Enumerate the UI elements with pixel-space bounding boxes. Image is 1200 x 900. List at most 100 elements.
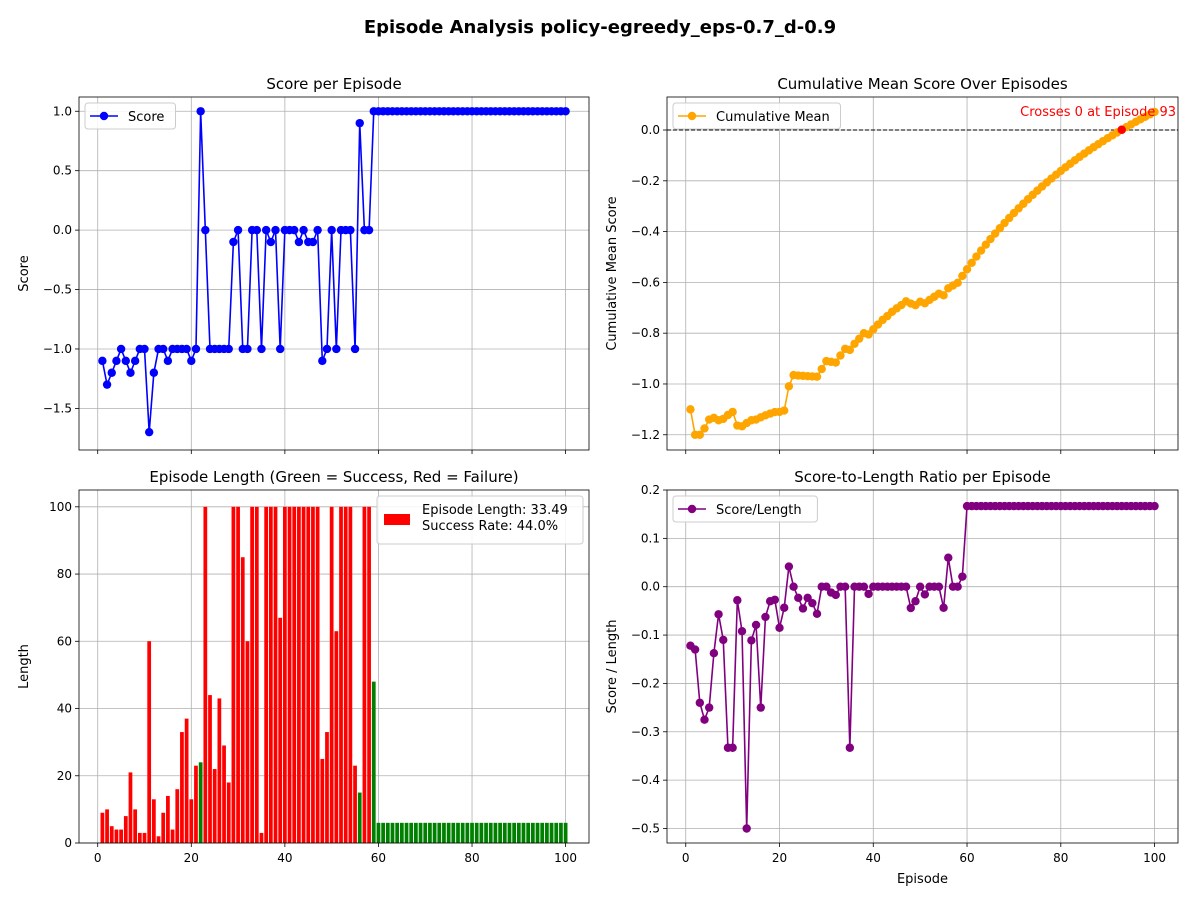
data-point — [770, 595, 780, 604]
data-point — [747, 636, 756, 645]
bar — [371, 681, 376, 843]
y-tick-label: −0.4 — [631, 225, 660, 239]
y-tick-label: −1.5 — [43, 401, 72, 415]
data-point — [257, 344, 266, 354]
bar — [208, 695, 212, 843]
data-point — [163, 356, 173, 366]
x-tick-label: 40 — [866, 851, 881, 865]
y-tick-label: −0.6 — [631, 275, 660, 289]
bar — [334, 631, 339, 843]
bar — [488, 822, 493, 843]
legend-box — [376, 495, 584, 545]
subplot-title: Score per Episode — [266, 75, 401, 93]
data-point — [709, 649, 719, 658]
y-tick-label: −0.2 — [631, 174, 660, 188]
figure-suptitle: Episode Analysis policy-egreedy_eps-0.7_… — [364, 17, 836, 38]
bar — [180, 732, 184, 843]
data-point — [275, 344, 285, 354]
bar — [137, 832, 142, 843]
data-point — [911, 597, 920, 606]
bar — [156, 836, 161, 843]
data-point — [822, 582, 831, 591]
data-point — [831, 590, 840, 600]
data-point — [686, 405, 695, 414]
bar — [217, 698, 222, 843]
y-tick-label: −0.3 — [631, 725, 660, 739]
subplot-score-to-length-ratio: Score-to-Length Ratio per Episode 0 20 40 60… — [605, 468, 1179, 887]
data-point — [808, 598, 817, 608]
data-point — [901, 582, 911, 591]
bar — [315, 506, 320, 843]
y-tick-label: −0.5 — [631, 821, 660, 835]
bar — [222, 745, 226, 843]
data-point — [812, 609, 822, 618]
data-point — [252, 225, 261, 235]
y-tick-label: 100 — [49, 500, 72, 514]
data-point — [845, 743, 855, 752]
legend-box — [672, 495, 818, 523]
y-axis-label: Length — [17, 644, 32, 689]
data-point — [149, 368, 159, 377]
data-point — [313, 225, 322, 235]
y-axis-label: Score / Length — [605, 620, 620, 714]
data-point — [271, 225, 280, 235]
x-axis-label: Episode — [897, 872, 948, 887]
y-tick-label: 0.0 — [641, 123, 660, 137]
subplot-title: Cumulative Mean Score Over Episodes — [777, 75, 1068, 93]
bar — [376, 822, 381, 843]
data-point — [98, 356, 107, 366]
data-point — [695, 698, 705, 707]
data-point — [953, 582, 962, 591]
bar — [348, 506, 353, 843]
y-tick-label: −0.4 — [631, 773, 660, 787]
bar — [540, 822, 545, 843]
data-point — [958, 572, 967, 581]
data-point — [775, 623, 784, 633]
bar — [105, 809, 109, 843]
plot-area — [100, 506, 568, 843]
bar — [212, 769, 217, 843]
data-point — [102, 380, 112, 389]
bar — [395, 822, 400, 843]
bar — [297, 506, 301, 843]
bar — [100, 812, 105, 843]
subplot-score-per-episode: Score per Episode −1.5 −1.0 −0.5 0.0 0.5 1.0 Sc… — [17, 75, 590, 454]
data-point — [116, 344, 126, 354]
bar — [268, 506, 273, 843]
data-point — [728, 407, 737, 417]
y-tick-label: −0.1 — [631, 628, 660, 642]
data-point — [784, 382, 794, 391]
bar — [418, 822, 423, 843]
crossing-annotation: Crosses 0 at Episode 93 — [1020, 105, 1176, 120]
legend-marker — [687, 504, 697, 514]
data-point — [756, 703, 765, 712]
data-point — [561, 107, 570, 116]
bar — [414, 822, 418, 843]
data-point — [1150, 107, 1159, 117]
data-point — [261, 225, 271, 235]
bar — [512, 822, 517, 843]
y-tick-label: −0.2 — [631, 676, 660, 690]
data-point — [704, 703, 714, 712]
legend-box — [672, 102, 841, 130]
data-point — [784, 562, 794, 571]
bar — [549, 822, 554, 843]
data-point — [859, 582, 869, 591]
bar — [339, 506, 343, 843]
data-point — [290, 225, 299, 235]
data-point — [159, 344, 168, 354]
data-point — [920, 590, 930, 599]
bar — [442, 822, 446, 843]
bar — [498, 822, 502, 843]
data-point — [855, 334, 864, 343]
bar — [240, 557, 245, 843]
data-point — [976, 246, 986, 255]
bar — [283, 506, 287, 843]
bar — [198, 762, 203, 843]
data-point — [690, 645, 700, 654]
bar — [189, 799, 194, 843]
y-tick-label: 60 — [57, 634, 72, 648]
y-tick-label: 0 — [64, 836, 72, 850]
data-point — [962, 265, 972, 274]
